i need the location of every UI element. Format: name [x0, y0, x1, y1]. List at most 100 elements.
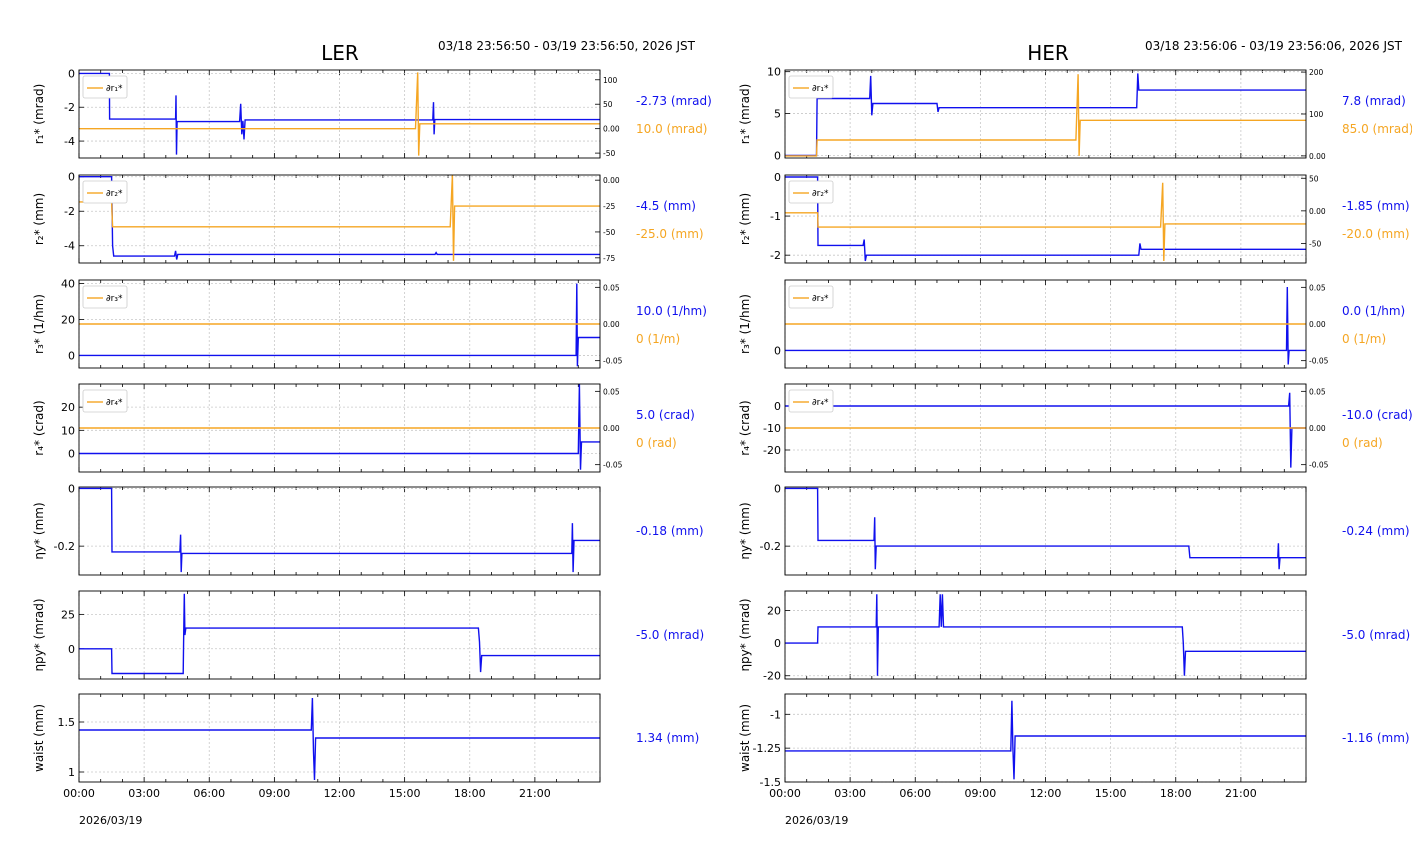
plot-frame	[784, 174, 1307, 264]
blue-value-readout: -1.85 (mm)	[1342, 199, 1410, 213]
series-line-blue	[79, 72, 600, 155]
series-line-blue	[79, 283, 600, 367]
y2-tick-label: 0.00	[603, 424, 620, 433]
plot-frame	[78, 174, 601, 264]
legend-label: ∂r₄*	[106, 398, 123, 408]
legend-label: ∂r₂*	[812, 189, 829, 199]
y-tick-label: -20	[763, 444, 781, 457]
x-tick-label: 15:00	[389, 787, 421, 800]
x-tick-label: 12:00	[324, 787, 356, 800]
plot-frame	[78, 486, 601, 576]
y2-tick-label: -25	[603, 202, 615, 211]
y-tick-label: 10	[767, 66, 781, 79]
x-tick-label: 18:00	[454, 787, 486, 800]
series-line-orange	[79, 72, 600, 156]
time-range-label: 03/18 23:56:50 - 03/19 23:56:50, 2026 JS…	[438, 39, 696, 53]
y-tick-label: -4	[64, 135, 75, 148]
y-axis-label: ηy* (mm)	[32, 502, 46, 559]
x-tick-label: 09:00	[259, 787, 291, 800]
legend-box	[788, 285, 834, 309]
orange-value-readout: 85.0 (mrad)	[1342, 122, 1412, 136]
y-tick-label: 40	[61, 278, 75, 291]
y-tick-label: -10	[763, 422, 781, 435]
blue-value-readout: -5.0 (mrad)	[1342, 628, 1410, 642]
series-line-blue	[79, 176, 600, 260]
orange-value-readout: 0 (rad)	[1342, 436, 1383, 450]
x-tick-label: 12:00	[1030, 787, 1062, 800]
y-tick-label: 0	[774, 344, 781, 357]
legend-label: ∂r₃*	[106, 294, 123, 304]
y-axis-label: ηpy* (mrad)	[738, 598, 752, 671]
y-tick-label: -1.5	[760, 776, 781, 789]
y2-tick-label: -0.05	[603, 357, 623, 366]
legend-label: ∂r₄*	[812, 398, 829, 408]
y2-tick-label: 0.05	[1309, 387, 1326, 396]
y-tick-label: 0	[68, 447, 75, 460]
plot-frame	[78, 693, 601, 783]
y2-tick-label: 0.00	[603, 176, 620, 185]
x-tick-label: 03:00	[128, 787, 160, 800]
series-line-blue	[79, 593, 600, 675]
plot-frame	[78, 279, 601, 369]
legend-box	[788, 180, 834, 204]
y-axis-label: waist (mm)	[32, 704, 46, 772]
y-tick-label: 0	[68, 349, 75, 362]
series-line-orange	[785, 182, 1306, 262]
series-line-blue	[785, 700, 1306, 780]
blue-value-readout: -5.0 (mrad)	[636, 628, 704, 642]
y-tick-label: -2	[64, 205, 75, 218]
legend-box	[82, 389, 128, 413]
y-tick-label: -1	[770, 210, 781, 223]
legend-label: ∂r₃*	[812, 294, 829, 304]
y-tick-label: 0	[774, 149, 781, 162]
y-tick-label: 10	[61, 424, 75, 437]
y2-tick-label: -0.05	[1309, 357, 1329, 366]
y2-tick-label: -75	[603, 254, 615, 263]
blue-value-readout: -1.16 (mm)	[1342, 731, 1410, 745]
orange-value-readout: -25.0 (mm)	[636, 227, 704, 241]
x-tick-label: 18:00	[1160, 787, 1192, 800]
series-line-blue	[785, 594, 1306, 676]
x-tick-label: 06:00	[193, 787, 225, 800]
y2-tick-label: 50	[1309, 174, 1319, 183]
y-tick-label: 20	[767, 605, 781, 618]
y-tick-label: 1	[68, 766, 75, 779]
y2-tick-label: 0.00	[1309, 320, 1326, 329]
plot-frame	[784, 693, 1307, 783]
y-axis-label: ηpy* (mrad)	[32, 598, 46, 671]
legend-label: ∂r₂*	[106, 189, 123, 199]
orange-value-readout: 0 (1/m)	[1342, 332, 1386, 346]
y2-tick-label: 0.05	[603, 387, 620, 396]
plot-frame	[784, 69, 1307, 159]
y-tick-label: 25	[61, 608, 75, 621]
legend-label: ∂r₁*	[106, 84, 123, 94]
x-tick-label: 21:00	[519, 787, 551, 800]
y-axis-label: waist (mm)	[738, 704, 752, 772]
y2-tick-label: 0.00	[1309, 152, 1326, 161]
plot-frame	[78, 383, 601, 473]
legend-box	[82, 285, 128, 309]
legend-box	[82, 180, 128, 204]
plot-frame	[78, 69, 601, 159]
y-tick-label: 0	[68, 643, 75, 656]
y-axis-label: r₁* (mrad)	[738, 84, 752, 145]
y2-tick-label: -50	[603, 228, 615, 237]
y2-tick-label: 0.00	[1309, 207, 1326, 216]
x-tick-label: 21:00	[1225, 787, 1257, 800]
blue-value-readout: -10.0 (crad)	[1342, 408, 1412, 422]
chart-title: LER	[321, 41, 359, 65]
blue-value-readout: 1.34 (mm)	[636, 731, 699, 745]
y-tick-label: -0.2	[54, 540, 75, 553]
y-tick-label: 0	[774, 637, 781, 650]
y-tick-label: -1	[770, 708, 781, 721]
y-tick-label: -4	[64, 240, 75, 253]
series-line-blue	[785, 286, 1306, 365]
blue-value-readout: -4.5 (mm)	[636, 199, 696, 213]
y2-tick-label: 0.00	[1309, 424, 1326, 433]
plot-frame	[78, 590, 601, 680]
legend-box	[82, 75, 128, 99]
y-tick-label: -2	[64, 101, 75, 114]
blue-value-readout: -2.73 (mrad)	[636, 94, 712, 108]
